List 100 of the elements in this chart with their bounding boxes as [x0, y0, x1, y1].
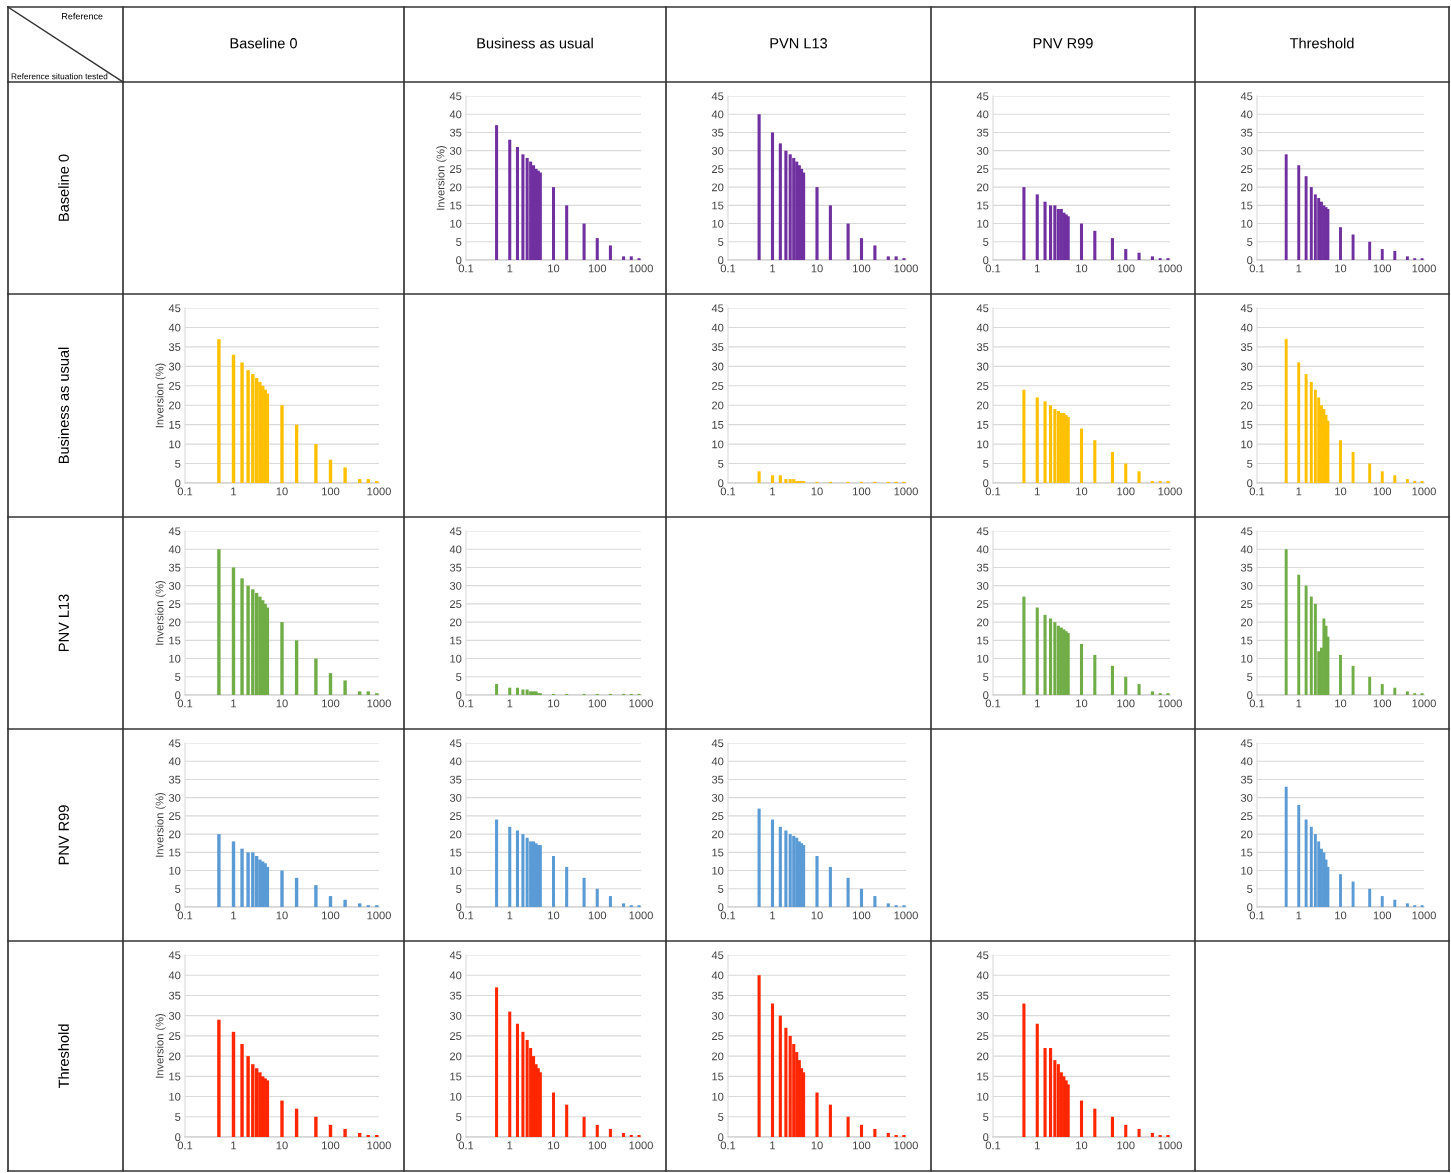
- y-tick-label: 35: [168, 563, 181, 572]
- y-tick-label: 5: [1247, 885, 1253, 893]
- category-label: Threshold: [58, 1024, 69, 1089]
- x-tick-label: 10: [811, 264, 823, 273]
- y-tick-label: 5: [1247, 673, 1253, 681]
- x-tick-label: 1: [1296, 487, 1302, 496]
- y-tick-label: 0: [1247, 479, 1253, 488]
- y-tick-label: 25: [169, 600, 181, 609]
- y-tick-label: 5: [456, 1113, 462, 1121]
- y-tick-label: 5: [175, 673, 181, 681]
- x-tick-label: 1: [1035, 264, 1040, 273]
- category-label: Baseline 0: [58, 154, 69, 221]
- x-tick-label: 100: [588, 699, 607, 708]
- y-tick-label: 40: [976, 971, 989, 980]
- y-tick-label: 45: [976, 527, 989, 536]
- y-tick-label: 20: [1241, 618, 1253, 627]
- y-tick-label: 5: [175, 1113, 181, 1121]
- category-label: PNV R99: [1033, 38, 1093, 49]
- x-tick-label: 1000: [1158, 1141, 1182, 1150]
- y-tick-label: 10: [977, 654, 989, 663]
- y-tick-label: 45: [1240, 304, 1253, 313]
- y-tick-label: 30: [1240, 146, 1253, 155]
- y-tick-label: 15: [169, 848, 181, 857]
- y-tick-label: 35: [711, 343, 724, 352]
- y-tick-label: 40: [449, 971, 462, 980]
- y-tick-label: 5: [718, 459, 724, 468]
- y-tick-label: 5: [718, 238, 724, 246]
- y-tick-label: 10: [1241, 654, 1253, 663]
- x-tick-label: 10: [548, 1141, 560, 1150]
- x-tick-label: 10: [276, 699, 288, 708]
- y-tick-label: 45: [449, 527, 462, 536]
- y-tick-label: 35: [976, 991, 989, 1000]
- y-tick-label: 5: [983, 238, 989, 246]
- x-tick-label: 0.1: [1249, 699, 1265, 708]
- y-tick-label: 10: [712, 219, 724, 228]
- x-tick-label: 0.1: [1249, 911, 1265, 920]
- y-tick-label: 10: [712, 866, 724, 875]
- y-tick-label: 25: [1241, 812, 1253, 821]
- y-tick-label: 35: [976, 128, 989, 137]
- x-tick-label: 0.1: [1249, 487, 1265, 496]
- x-tick-label: 100: [588, 264, 607, 273]
- y-tick-label: 35: [1240, 128, 1253, 137]
- y-tick-label: 35: [168, 775, 181, 784]
- y-tick-label: 30: [449, 1011, 462, 1020]
- x-tick-label: 100: [1373, 264, 1392, 273]
- y-tick-label: 25: [977, 382, 989, 390]
- category-label: PVN L13: [770, 38, 828, 49]
- y-tick-label: 20: [977, 1052, 989, 1061]
- y-tick-label: 5: [983, 459, 989, 468]
- y-tick-label: 30: [711, 146, 724, 155]
- y-tick-label: 45: [449, 739, 462, 748]
- y-tick-label: 45: [711, 951, 724, 960]
- x-tick-label: 100: [1117, 264, 1135, 273]
- y-tick-label: 40: [449, 545, 462, 554]
- y-tick-label: 40: [711, 757, 724, 766]
- y-tick-label: 0: [1247, 256, 1253, 265]
- x-tick-label: 0.1: [720, 911, 736, 920]
- y-tick-label: 5: [1247, 238, 1253, 246]
- y-tick-label: 40: [168, 545, 181, 554]
- x-tick-label: 1: [231, 487, 237, 496]
- y-tick-label: 15: [712, 848, 724, 857]
- y-tick-label: 30: [449, 793, 462, 802]
- y-tick-label: 20: [169, 1052, 181, 1061]
- x-tick-label: 1: [1035, 1141, 1040, 1150]
- y-tick-label: 40: [1240, 545, 1253, 554]
- x-tick-label: 10: [1335, 699, 1347, 708]
- y-tick-label: 20: [977, 401, 989, 410]
- y-tick-label: 40: [168, 971, 181, 980]
- x-tick-label: 1: [1035, 699, 1040, 708]
- y-tick-label: 15: [712, 1072, 724, 1081]
- x-tick-label: 0.1: [985, 487, 1001, 496]
- y-tick-label: 45: [1240, 92, 1253, 101]
- y-tick-label: 5: [983, 673, 989, 681]
- y-tick-label: 30: [711, 793, 724, 802]
- x-tick-label: 1: [770, 487, 776, 496]
- y-tick-label: 35: [168, 343, 181, 352]
- y-tick-label: 0: [1247, 691, 1253, 700]
- y-tick-label: 15: [977, 636, 989, 645]
- x-tick-label: 10: [811, 487, 823, 496]
- category-label: Business as usual: [477, 37, 593, 49]
- x-tick-label: 10: [276, 911, 288, 920]
- y-tick-label: 30: [976, 146, 989, 155]
- x-tick-label: 1: [507, 911, 513, 920]
- y-tick-label: 35: [711, 775, 724, 784]
- y-tick-label: 45: [1240, 739, 1253, 748]
- x-tick-label: 10: [1076, 1141, 1088, 1150]
- y-tick-label: 30: [168, 362, 181, 371]
- y-tick-label: 45: [168, 739, 181, 748]
- y-tick-label: 35: [1240, 343, 1253, 352]
- x-tick-label: 100: [322, 487, 340, 496]
- x-tick-label: 1000: [894, 1141, 918, 1150]
- y-tick-label: 0: [983, 1133, 989, 1142]
- x-tick-label: 10: [1335, 911, 1347, 920]
- y-tick-label: 5: [718, 885, 724, 893]
- y-tick-label: 0: [456, 1133, 462, 1142]
- y-tick-label: 10: [450, 1092, 462, 1101]
- y-tick-label: 45: [711, 92, 724, 101]
- x-tick-label: 0.1: [458, 699, 474, 708]
- y-tick-label: 25: [450, 165, 462, 174]
- x-tick-label: 100: [588, 1141, 607, 1150]
